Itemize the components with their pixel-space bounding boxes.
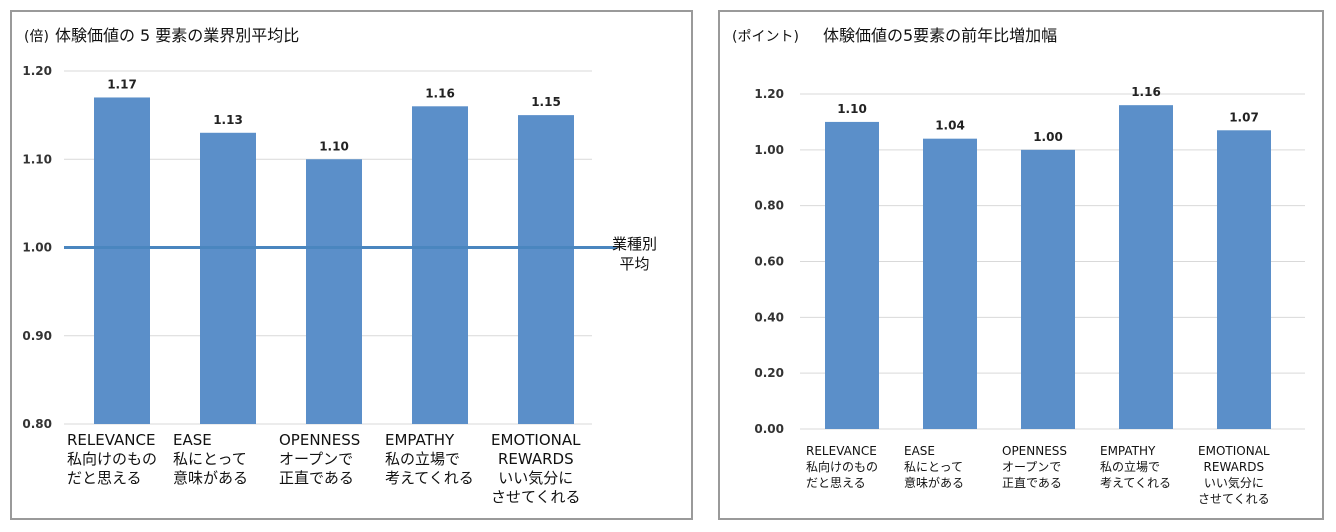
bar <box>1021 149 1075 430</box>
y-tick-label: 0.90 <box>22 329 52 343</box>
y-tick-label: 1.00 <box>754 143 784 157</box>
chart-panel-left: (倍) 体験価値の 5 要素の業界別平均比 0.80 0.90 1.00 1.10 1.2… <box>10 10 693 520</box>
x-category-label: EMPATHY 私の立場で 考えてくれる <box>1100 444 1172 490</box>
reference-line-label: 業種別 平均 <box>612 234 657 274</box>
x-category-label: EMOTIONAL REWARDS いい気分に させてくれる <box>1198 444 1270 506</box>
bar <box>825 121 879 430</box>
bar <box>200 132 256 424</box>
data-label: 1.07 <box>1229 110 1259 124</box>
chart-title-right: (ポイント) 体験価値の5要素の前年比増加幅 <box>732 22 1057 46</box>
y-tick-label: 1.20 <box>22 64 52 78</box>
data-label: 1.15 <box>531 95 561 109</box>
data-label: 1.17 <box>107 77 137 91</box>
bar <box>412 106 468 425</box>
chart-title-left: (倍) 体験価値の 5 要素の業界別平均比 <box>24 22 299 46</box>
chart-left-svg: 0.80 0.90 1.00 1.10 1.20 1.17 1.13 1.10 1.16 1.15 <box>22 64 617 431</box>
y-tick-label: 0.60 <box>754 255 784 269</box>
bar <box>1217 130 1271 429</box>
y-tick-label: 0.80 <box>754 199 784 213</box>
y-tick-label: 1.20 <box>754 87 784 101</box>
data-label: 1.13 <box>213 113 243 127</box>
y-tick-label: 0.80 <box>22 417 52 431</box>
bar <box>306 159 362 424</box>
y-tick-label: 0.20 <box>754 366 784 380</box>
chart-right-svg: 0.00 0.20 0.40 0.60 0.80 1.00 1.20 1.10 1.04 1.00… <box>754 85 1305 436</box>
bar <box>923 138 977 429</box>
chart-panel-right: (ポイント) 体験価値の5要素の前年比増加幅 0.00 0.20 0.40 0.60 0.… <box>718 10 1324 520</box>
y-tick-label: 0.00 <box>754 422 784 436</box>
y-tick-label: 1.10 <box>22 152 52 166</box>
reference-line-label-1: 業種別 <box>612 235 658 253</box>
data-label: 1.10 <box>319 139 349 153</box>
x-category-label: EMPATHY 私の立場で 考えてくれる <box>385 431 474 487</box>
bar <box>518 115 574 424</box>
bar <box>94 97 150 424</box>
y-unit-label: (ポイント) <box>732 29 799 45</box>
data-label: 1.00 <box>1033 130 1063 144</box>
chart-title-text: 体験価値の 5 要素の業界別平均比 <box>54 26 300 45</box>
data-label: 1.04 <box>935 119 965 133</box>
x-category-label: OPENNESS オープンで 正直である <box>279 431 361 487</box>
y-tick-label: 1.00 <box>22 241 52 255</box>
x-category-label: RELEVANCE 私向けのもの だと思える <box>67 431 158 487</box>
x-category-label: EASE 私にとって 意味がある <box>904 444 965 490</box>
data-label: 1.10 <box>837 102 867 116</box>
data-label: 1.16 <box>1131 85 1161 99</box>
reference-line-label-2: 平均 <box>619 255 650 273</box>
x-category-label: RELEVANCE 私向けのもの だと思える <box>806 444 879 490</box>
x-category-label: OPENNESS オープンで 正直である <box>1002 444 1068 490</box>
y-unit-label: (倍) <box>24 29 49 45</box>
chart-title-text: 体験価値の5要素の前年比増加幅 <box>822 26 1058 45</box>
y-tick-label: 0.40 <box>754 310 784 324</box>
bar <box>1119 105 1173 430</box>
x-category-label: EMOTIONAL REWARDS いい気分に させてくれる <box>491 431 581 506</box>
x-category-label: EASE 私にとって 意味がある <box>173 431 249 487</box>
data-label: 1.16 <box>425 86 455 100</box>
